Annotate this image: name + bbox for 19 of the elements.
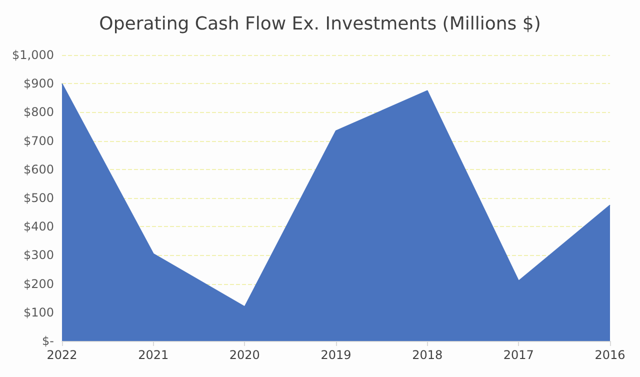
y-tick-label: $600 xyxy=(23,162,54,176)
y-tick-label: $500 xyxy=(23,191,54,205)
x-tick-label: 2022 xyxy=(46,348,78,362)
x-tick-label: 2017 xyxy=(503,348,534,362)
y-tick-label: $1,000 xyxy=(12,48,54,62)
y-tick-label: $- xyxy=(42,334,54,348)
y-tick-label: $200 xyxy=(23,276,54,291)
chart-title: Operating Cash Flow Ex. Investments (Millions $) xyxy=(99,14,541,34)
y-tick-label: $400 xyxy=(23,220,54,234)
x-tick-label: 2016 xyxy=(594,348,626,362)
x-tick-label: 2021 xyxy=(138,348,169,362)
x-tick-label: 2019 xyxy=(320,348,352,362)
y-tick-label: $700 xyxy=(23,134,54,148)
y-tick-label: $300 xyxy=(23,248,54,262)
y-tick-label: $800 xyxy=(23,105,54,120)
y-tick-label: $900 xyxy=(23,76,54,91)
x-tick-label: 2018 xyxy=(412,348,443,362)
x-tick-label: 2020 xyxy=(229,348,260,362)
y-tick-label: $100 xyxy=(23,305,54,320)
